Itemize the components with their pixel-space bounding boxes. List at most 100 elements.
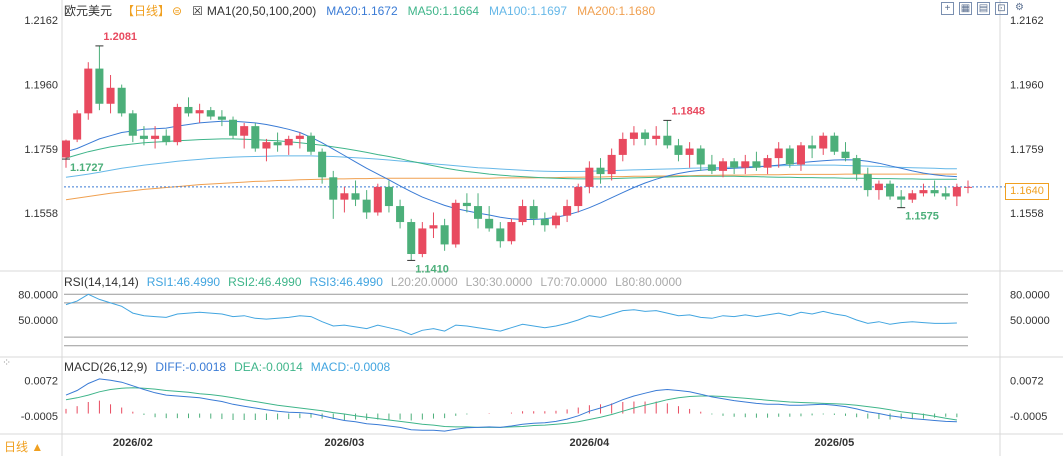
candle-body bbox=[128, 113, 137, 136]
candle bbox=[908, 190, 917, 203]
candle bbox=[251, 122, 260, 152]
candle-body bbox=[451, 202, 460, 245]
candle-body bbox=[785, 148, 794, 165]
zoom-out-icon[interactable]: ▤ bbox=[977, 2, 990, 15]
candle bbox=[607, 148, 616, 181]
candle-body bbox=[852, 158, 861, 175]
candle bbox=[830, 132, 839, 155]
candle-body bbox=[585, 167, 594, 187]
candle bbox=[507, 218, 516, 245]
candle bbox=[941, 186, 950, 200]
candle-body bbox=[863, 174, 872, 191]
candle bbox=[796, 142, 805, 171]
rsi-name[interactable]: RSI(14,14,14) bbox=[64, 275, 139, 289]
candle-body bbox=[362, 199, 371, 213]
last-price-tag: 1.1640 bbox=[1005, 183, 1049, 200]
candle-body bbox=[262, 142, 271, 149]
candle bbox=[407, 218, 416, 261]
candle bbox=[106, 74, 115, 114]
candle bbox=[819, 132, 828, 155]
l80-value: L80:80.0000 bbox=[615, 275, 682, 289]
ma100-value: MA100:1.1697 bbox=[489, 4, 568, 18]
candle bbox=[306, 132, 315, 155]
candle bbox=[518, 199, 527, 226]
price-axis-tick-label-left: 1.1960 bbox=[24, 80, 58, 92]
candle bbox=[886, 180, 895, 200]
candle bbox=[340, 186, 349, 213]
candle bbox=[284, 135, 293, 155]
candle bbox=[863, 167, 872, 197]
candle-body bbox=[941, 193, 950, 197]
candle-body bbox=[284, 138, 293, 146]
macd-name[interactable]: MACD(26,12,9) bbox=[64, 360, 148, 374]
candle bbox=[117, 84, 126, 117]
candle-body bbox=[474, 206, 483, 219]
price-axis-tick-label-left: 1.1558 bbox=[24, 208, 58, 220]
candle bbox=[563, 199, 572, 223]
candle-body bbox=[407, 222, 416, 255]
candle-body bbox=[952, 186, 961, 197]
candle-body bbox=[641, 132, 650, 139]
candle-body bbox=[429, 225, 438, 229]
candle-body bbox=[841, 151, 850, 159]
candle-body bbox=[897, 196, 906, 200]
candle bbox=[396, 199, 405, 229]
ma-label[interactable]: MA1(20,50,100,200) bbox=[206, 4, 317, 18]
bottom-period-selector[interactable]: 日线 ▲ bbox=[4, 440, 44, 454]
candle-body bbox=[306, 135, 315, 152]
candle-body bbox=[462, 202, 471, 207]
ma200-line bbox=[65, 173, 957, 201]
candle bbox=[474, 193, 483, 229]
candle-body bbox=[574, 186, 583, 207]
candle bbox=[262, 138, 271, 162]
candle-body bbox=[551, 215, 560, 226]
candle bbox=[440, 218, 449, 251]
period-dropdown-icon[interactable]: ⊜ bbox=[172, 4, 183, 18]
candle-body bbox=[273, 142, 282, 146]
extreme-price-label: 1.1848 bbox=[671, 105, 705, 117]
price-axis-tick-label-right: 1.1960 bbox=[1010, 80, 1044, 92]
candle-body bbox=[674, 145, 683, 155]
candle-body bbox=[251, 126, 260, 149]
candle-body bbox=[730, 161, 739, 168]
candle-body bbox=[663, 135, 672, 146]
candle-body bbox=[384, 186, 393, 207]
candle bbox=[496, 222, 505, 248]
candle bbox=[95, 45, 104, 111]
panel-handle-icon: ⁘ bbox=[2, 357, 11, 369]
macd-axis-tick-label-left: -0.0005 bbox=[21, 411, 58, 423]
candle bbox=[217, 110, 226, 127]
candle bbox=[596, 158, 605, 184]
rsi-axis-tick-label-left: 50.0000 bbox=[18, 315, 58, 327]
candle bbox=[629, 126, 638, 146]
candle-body bbox=[563, 206, 572, 216]
candle-body bbox=[418, 228, 427, 255]
candle-body bbox=[217, 116, 226, 120]
candle bbox=[429, 212, 438, 239]
ma-indicator-icon[interactable]: ☒ bbox=[192, 4, 203, 18]
candle bbox=[485, 206, 494, 232]
candle-body bbox=[529, 206, 538, 219]
zoom-in-icon[interactable]: ▦ bbox=[959, 2, 972, 15]
candle-body bbox=[61, 140, 71, 158]
candle-body bbox=[373, 186, 382, 213]
candle bbox=[852, 154, 861, 181]
candle-body bbox=[919, 190, 928, 194]
ma50-value: MA50:1.1664 bbox=[407, 4, 480, 18]
candle-body bbox=[351, 193, 360, 200]
candle-body bbox=[507, 222, 516, 242]
candle-body bbox=[151, 135, 160, 139]
price-axis-tick-label-left: 1.1759 bbox=[24, 144, 58, 156]
candle-body bbox=[540, 218, 549, 226]
settings-icon[interactable]: ⚙ bbox=[1015, 2, 1024, 13]
fullscreen-icon[interactable]: ⊡ bbox=[995, 2, 1008, 15]
crosshair-icon[interactable]: + bbox=[941, 2, 954, 15]
period-selector[interactable]: 【日线】 bbox=[122, 4, 171, 18]
macd-axis-tick-label-left: 0.0072 bbox=[24, 375, 58, 387]
price-panel-header: 欧元美元 【日线】 ⊜ ☒ MA1(20,50,100,200) MA20:1.1672 M… bbox=[64, 2, 665, 19]
extreme-price-label: 1.1410 bbox=[415, 263, 449, 275]
candle bbox=[295, 132, 304, 149]
l20-value: L20:20.0000 bbox=[390, 275, 458, 289]
rsi2-value: RSI2:46.4990 bbox=[228, 275, 302, 289]
